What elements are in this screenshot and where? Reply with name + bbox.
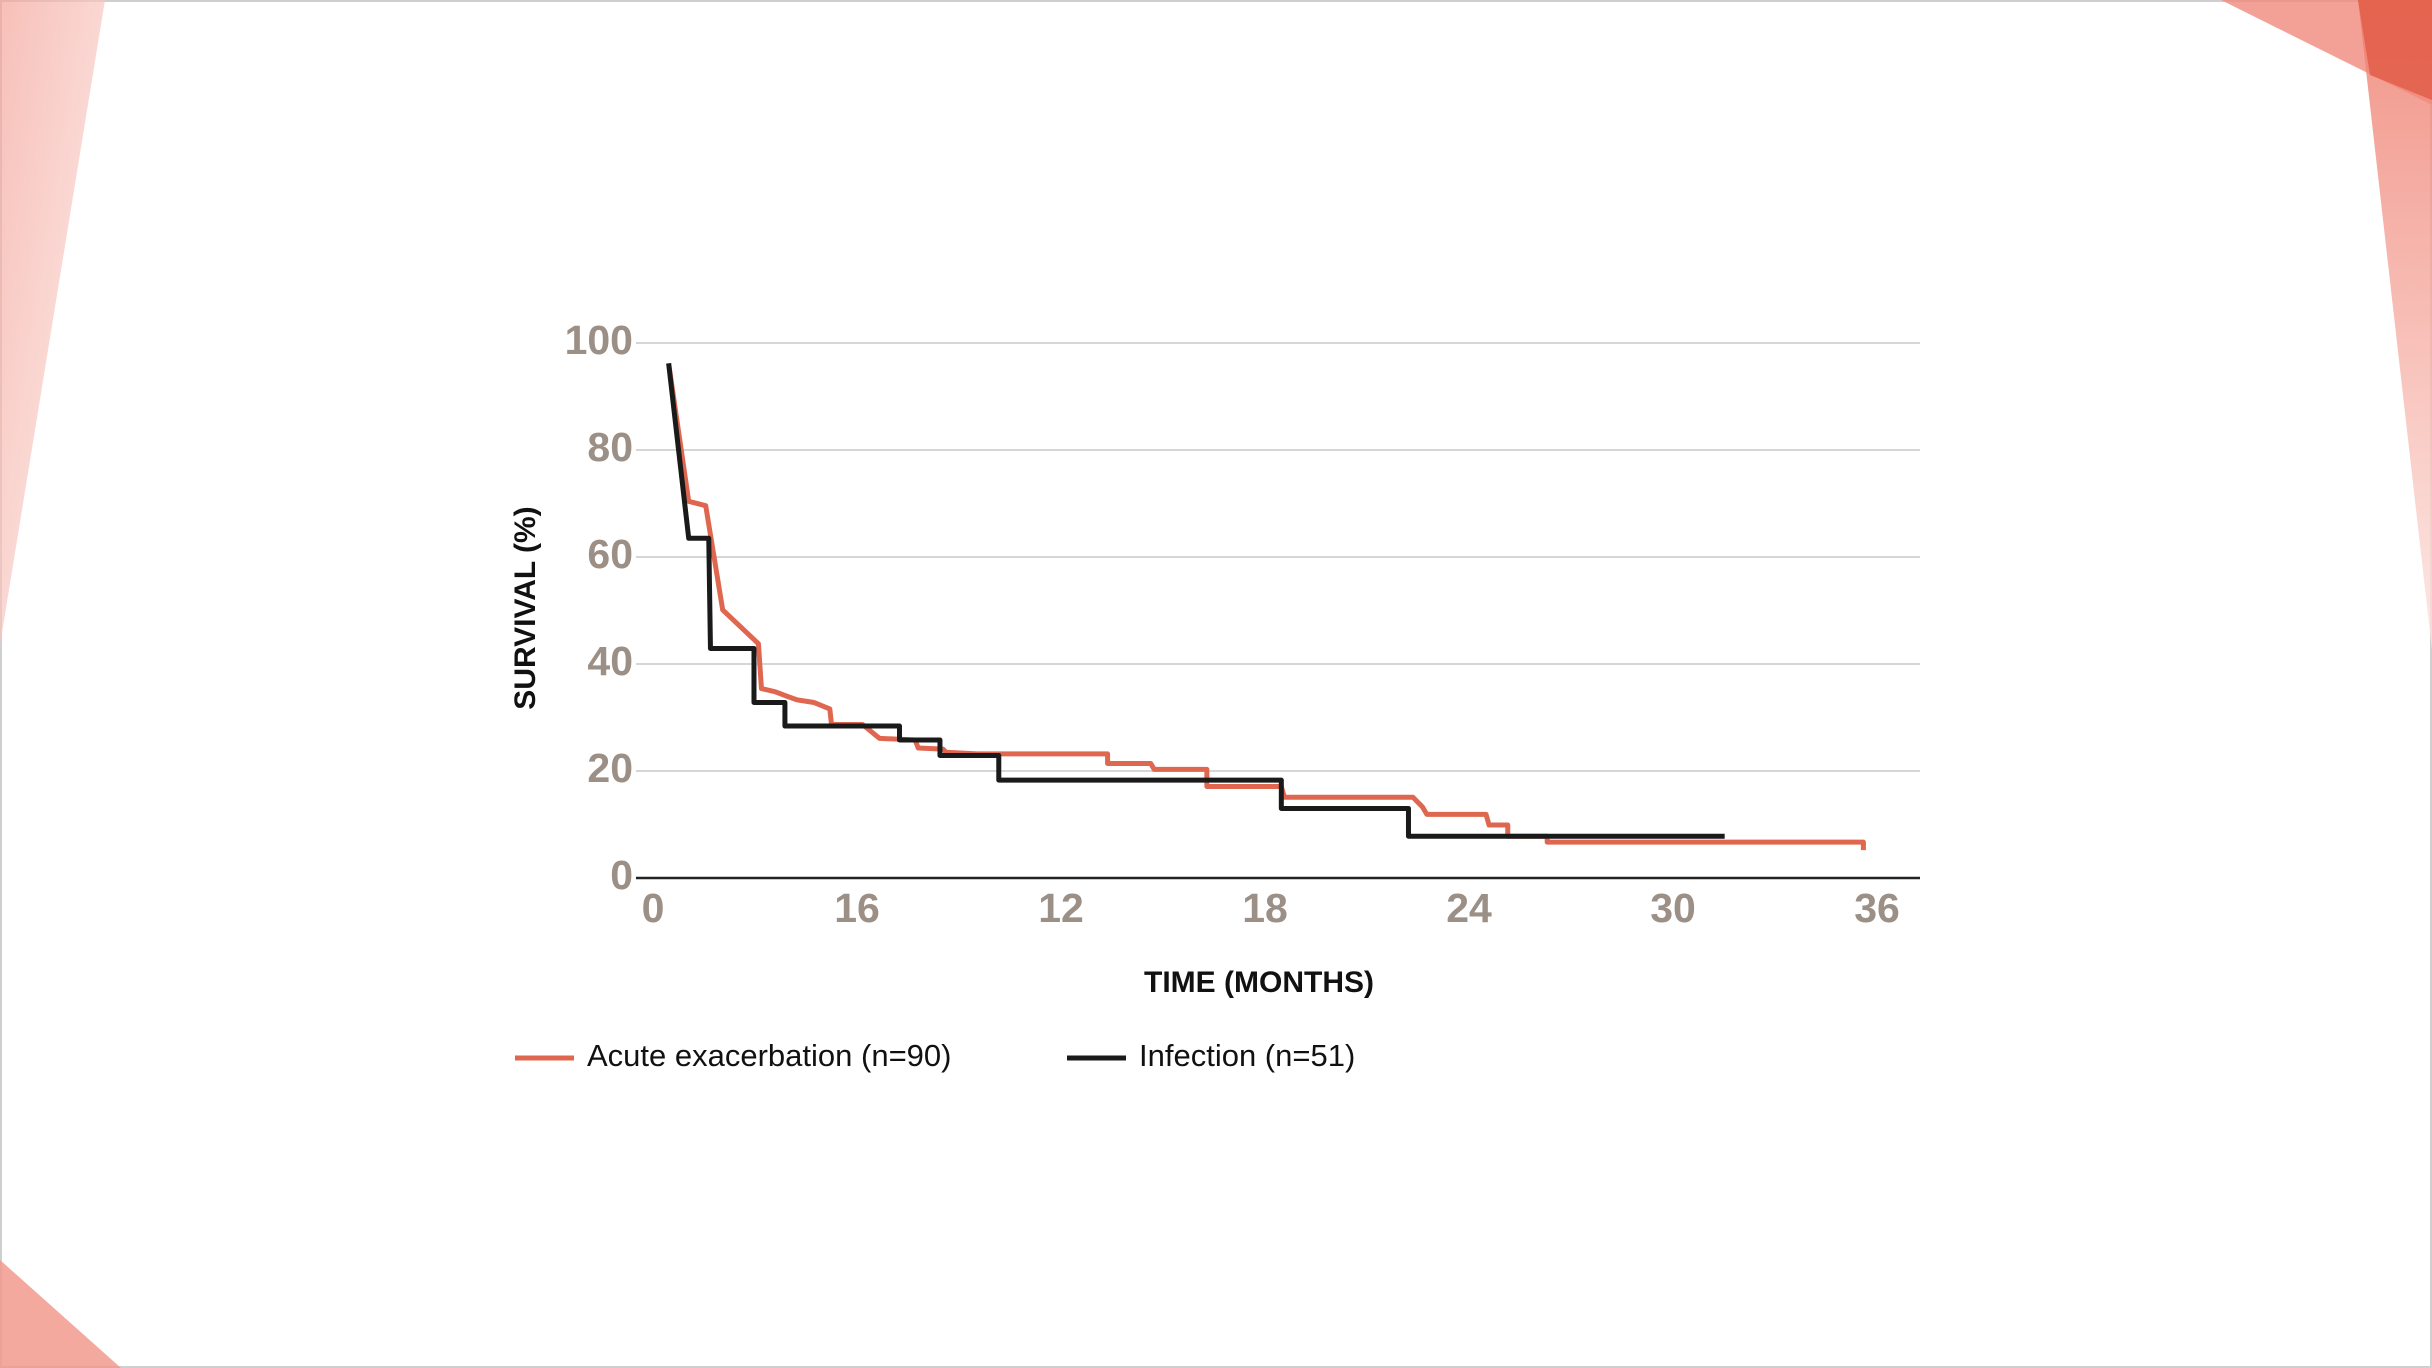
legend-label: Acute exacerbation (n=90)	[587, 1038, 951, 1073]
decoration	[2358, 0, 2432, 100]
x-tick-label: 16	[834, 885, 880, 931]
y-tick-label: 100	[565, 317, 633, 363]
y-axis-title: SURVIVAL (%)	[509, 506, 542, 709]
x-axis-title: TIME (MONTHS)	[1144, 966, 1374, 999]
legend-label: Infection (n=51)	[1139, 1038, 1355, 1073]
survival-line	[666, 362, 1866, 851]
x-tick-label: 0	[642, 885, 665, 931]
y-tick-label: 80	[587, 424, 633, 470]
survival-line	[666, 363, 1725, 839]
x-tick-label: 36	[1854, 885, 1900, 931]
y-tick-label: 60	[587, 531, 633, 577]
decoration	[2358, 0, 2432, 650]
decoration	[0, 1260, 121, 1368]
x-tick-label: 24	[1446, 885, 1492, 931]
x-tick-label: 30	[1650, 885, 1696, 931]
y-tick-label: 20	[587, 745, 633, 791]
y-tick-label: 40	[587, 638, 633, 684]
decoration	[0, 0, 105, 645]
x-tick-label: 18	[1242, 885, 1288, 931]
y-tick-label: 0	[610, 852, 633, 898]
x-tick-label: 12	[1038, 885, 1084, 931]
